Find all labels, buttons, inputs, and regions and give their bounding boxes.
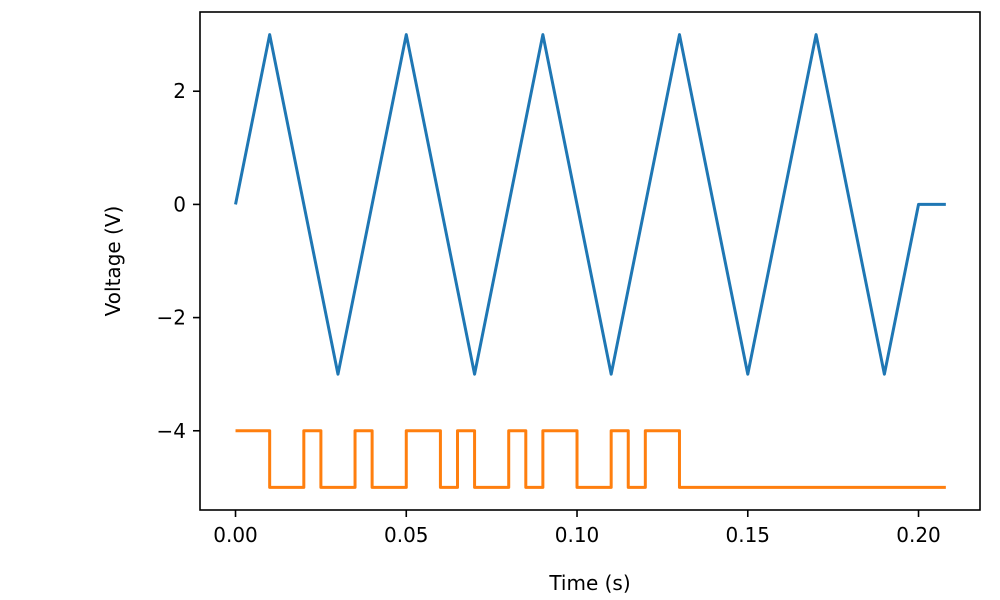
y-axis-ticks: 2 0 −2 −4 <box>157 79 200 443</box>
series-line-2 <box>235 429 946 489</box>
y-tick-label: −2 <box>157 306 186 330</box>
x-tick-label: 0.15 <box>726 523 771 547</box>
plot-lines <box>234 33 946 489</box>
x-tick-label: 0.20 <box>896 523 941 547</box>
x-tick-label: 0.00 <box>213 523 258 547</box>
x-axis-label: Time (s) <box>548 571 630 595</box>
y-axis-label: Voltage (V) <box>101 206 125 317</box>
plot-frame <box>199 11 981 511</box>
series-line-1 <box>234 33 946 376</box>
x-axis-ticks: 0.00 0.05 0.10 0.15 0.20 <box>213 510 941 547</box>
x-tick-label: 0.05 <box>384 523 429 547</box>
y-tick-label: 2 <box>173 79 186 103</box>
y-tick-label: 0 <box>173 192 186 216</box>
y-tick-label: −4 <box>157 419 186 443</box>
x-tick-label: 0.10 <box>555 523 600 547</box>
